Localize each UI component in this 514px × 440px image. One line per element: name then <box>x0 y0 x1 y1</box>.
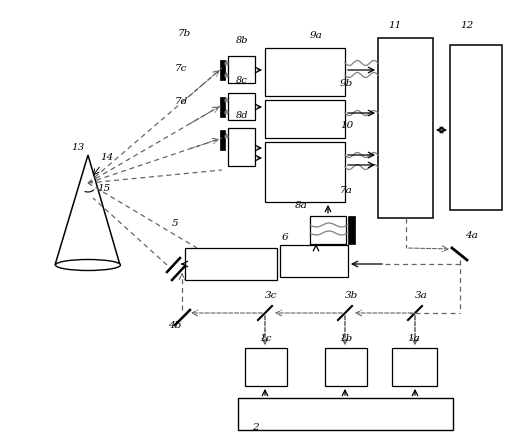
Bar <box>220 130 225 150</box>
Text: 8d: 8d <box>236 111 248 120</box>
Text: 8b: 8b <box>236 36 248 45</box>
Text: 2: 2 <box>252 423 259 432</box>
Bar <box>265 142 345 202</box>
Text: 3c: 3c <box>265 291 278 300</box>
Text: 7a: 7a <box>340 186 353 195</box>
Text: 9a: 9a <box>310 31 323 40</box>
Text: 10: 10 <box>340 121 353 130</box>
Text: 1c: 1c <box>259 334 271 343</box>
Text: 3a: 3a <box>415 291 428 300</box>
Text: 9b: 9b <box>340 79 353 88</box>
Bar <box>220 60 225 80</box>
Text: 13: 13 <box>71 143 84 152</box>
Text: 15: 15 <box>97 184 110 193</box>
Text: 4a: 4a <box>465 231 478 240</box>
Text: 11: 11 <box>388 21 401 30</box>
Bar <box>392 348 437 386</box>
Bar <box>348 216 355 244</box>
Text: 1b: 1b <box>339 334 352 343</box>
Text: 7d: 7d <box>175 97 188 106</box>
Bar <box>310 216 346 244</box>
Bar <box>378 38 433 218</box>
Bar <box>228 128 255 166</box>
Text: 3b: 3b <box>345 291 358 300</box>
Bar <box>265 48 345 96</box>
Bar <box>185 248 277 280</box>
Bar <box>450 45 502 210</box>
Bar <box>245 348 287 386</box>
Bar <box>220 97 225 117</box>
Text: 8a: 8a <box>295 201 308 210</box>
Bar <box>265 100 345 138</box>
Text: 8c: 8c <box>236 76 248 85</box>
Bar <box>228 56 255 83</box>
Text: 6: 6 <box>282 233 289 242</box>
Text: 12: 12 <box>460 21 473 30</box>
Bar <box>325 348 367 386</box>
Text: 4b: 4b <box>168 321 181 330</box>
Text: 14: 14 <box>100 153 113 162</box>
Ellipse shape <box>56 260 120 271</box>
Bar <box>238 398 453 430</box>
Bar <box>280 245 348 277</box>
Bar <box>228 93 255 120</box>
Text: 5: 5 <box>172 219 179 228</box>
Text: 1a: 1a <box>407 334 420 343</box>
Text: 7c: 7c <box>175 64 188 73</box>
Text: 7b: 7b <box>178 29 191 38</box>
